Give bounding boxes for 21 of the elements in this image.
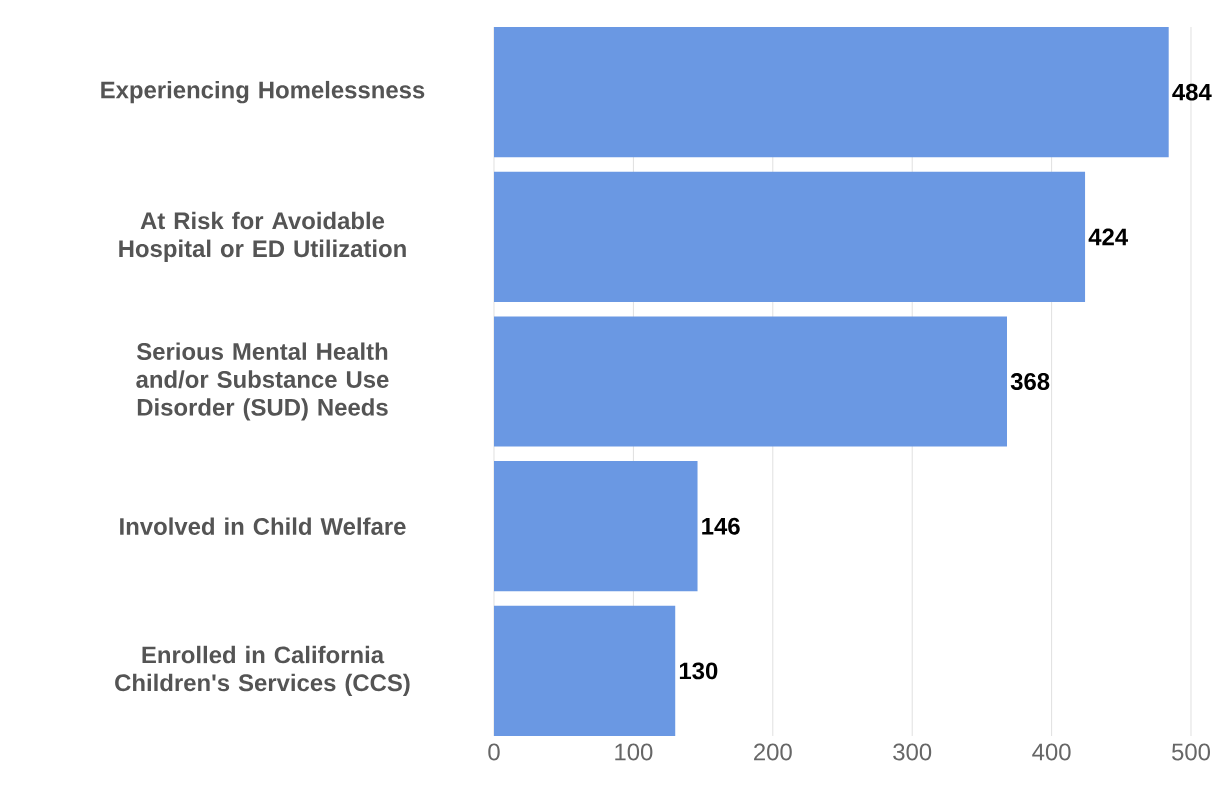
y-tick-label: Enrolled in California Children's Services (CCS) [115,645,410,696]
x-tick-label: 400 [1032,743,1071,761]
y-tick-label: Experiencing Homelessness [101,80,425,104]
bar [494,26,1169,158]
bar [494,171,1086,302]
x-tick-label: 200 [754,743,792,761]
data-label: 368 [1010,373,1050,390]
y-tick-label: At Risk for Avoidable Hospital or ED Utilization [119,211,406,262]
data-label: 146 [702,517,740,535]
bar [494,316,1007,447]
data-label: 130 [679,662,718,680]
x-tick-label: 300 [893,743,932,761]
x-tick-label: 100 [615,743,653,761]
y-tick-label: Serious Mental Health and/or Substance Use Disorder (SUD) Needs [136,342,389,421]
bar [494,605,676,736]
y-tick-label: Involved in Child Welfare [120,517,406,535]
x-tick-label: 0 [488,743,500,761]
bar [494,461,698,592]
data-label: 424 [1088,228,1129,246]
x-tick-label: 500 [1172,743,1210,761]
data-label: 484 [1172,83,1212,101]
